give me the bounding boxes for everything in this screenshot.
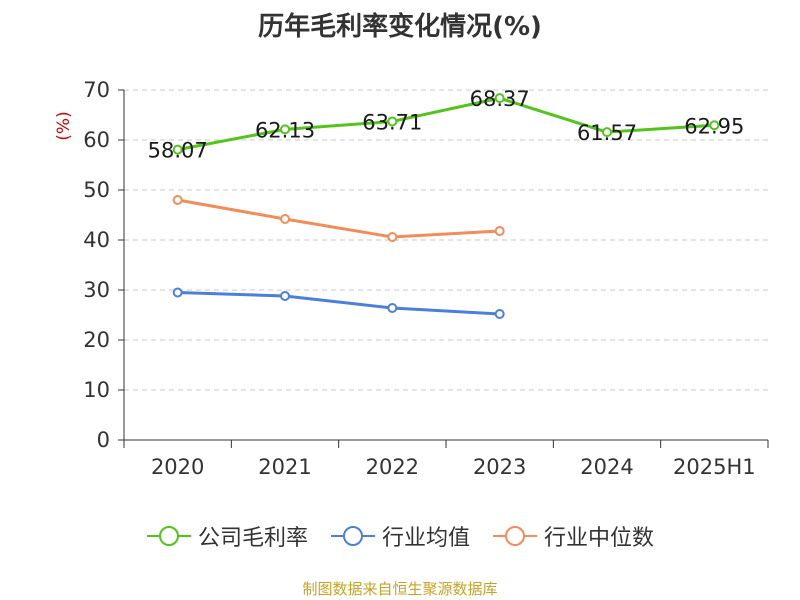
data-label: 63.71 <box>362 110 422 134</box>
legend-line-marker-icon <box>330 526 375 546</box>
legend-item-industry-median[interactable]: 行业中位数 <box>492 520 654 552</box>
data-point <box>280 124 290 135</box>
data-point <box>387 116 398 127</box>
legend-item-industry-mean[interactable]: 行业均值 <box>330 520 470 552</box>
data-point <box>280 214 290 224</box>
data-point <box>494 309 505 319</box>
chart-title: 历年毛利率变化情况(%) <box>258 12 542 42</box>
legend-line-marker-icon <box>493 526 537 546</box>
x-tick-label: 2020 <box>151 455 204 479</box>
legend-label: 行业均值 <box>381 526 470 551</box>
data-label: 68.37 <box>470 87 530 111</box>
x-tick-label: 2021 <box>258 455 311 479</box>
data-point <box>280 291 290 301</box>
series-line-1 <box>177 291 500 316</box>
x-tick-label: 2022 <box>366 455 419 479</box>
data-point <box>494 226 505 236</box>
x-tick-label: 2025H1 <box>673 455 756 479</box>
y-tick-label: 60 <box>83 128 110 152</box>
y-tick-label: 70 <box>83 78 110 102</box>
data-point <box>172 195 183 205</box>
data-label: 62.13 <box>255 118 315 142</box>
series-line-0 <box>177 96 715 152</box>
y-tick-label: 10 <box>83 378 110 402</box>
legend-line-marker-icon <box>146 526 191 546</box>
y-axis-label: (%) <box>54 111 74 140</box>
legend-label: 行业中位数 <box>544 526 655 551</box>
y-tick-label: 50 <box>83 178 110 202</box>
y-tick-label: 20 <box>83 328 110 352</box>
data-label: 58.07 <box>148 139 208 163</box>
series-line-2 <box>177 198 500 239</box>
y-tick-label: 40 <box>83 228 110 252</box>
legend-item-company-margin[interactable]: 公司毛利率 <box>146 520 308 552</box>
data-point <box>602 127 612 138</box>
legend-label: 公司毛利率 <box>197 526 308 551</box>
data-source-note: 制图数据来自恒生聚源数据库 <box>302 580 498 598</box>
data-point <box>387 303 398 313</box>
y-tick-label: 0 <box>97 428 110 452</box>
data-label: 61.57 <box>577 121 637 145</box>
x-tick-label: 2024 <box>580 455 633 479</box>
legend: 公司毛利率 行业均值 行业中位数 <box>0 520 800 552</box>
data-label: 62.95 <box>684 114 744 138</box>
data-point <box>494 93 505 104</box>
data-point <box>387 232 398 242</box>
y-tick-label: 30 <box>83 278 110 302</box>
data-point <box>172 287 183 298</box>
data-point <box>172 144 183 155</box>
data-point <box>709 120 720 131</box>
x-tick-label: 2023 <box>473 455 526 479</box>
